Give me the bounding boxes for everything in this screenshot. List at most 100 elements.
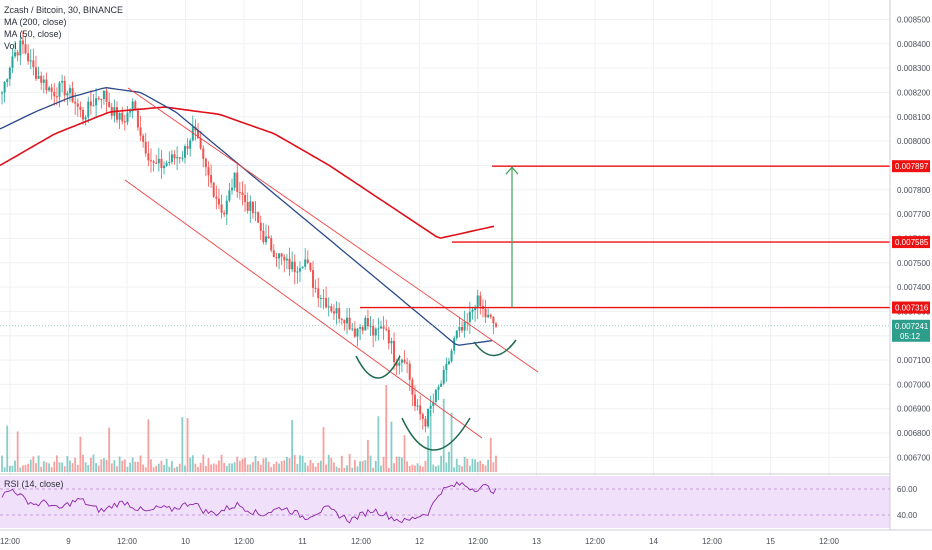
candle-body xyxy=(19,40,22,56)
candle-body xyxy=(189,140,192,149)
channel-upper xyxy=(127,87,539,373)
ma50-legend[interactable]: MA (50, close) xyxy=(4,29,62,39)
volume-bar xyxy=(398,456,401,472)
rsi-legend[interactable]: RSI (14, close) xyxy=(4,479,64,489)
y-tick-label: 0.006900 xyxy=(897,405,931,414)
candle-body xyxy=(476,295,479,308)
volume-bar xyxy=(283,460,286,472)
volume-bar xyxy=(6,425,9,472)
volume-bar xyxy=(267,461,270,472)
volume-bar xyxy=(204,465,207,472)
candle-body xyxy=(419,405,422,415)
candle-body xyxy=(335,308,338,314)
candle-body xyxy=(191,126,194,141)
candle-body xyxy=(231,187,234,191)
symbol-title[interactable]: Zcash / Bitcoin, 30, BINANCE xyxy=(4,5,124,15)
candle-body xyxy=(40,75,43,83)
volume-bar xyxy=(455,458,458,472)
volume-bar xyxy=(63,466,66,472)
candle-body xyxy=(183,146,186,158)
candle-body xyxy=(61,80,64,83)
volume-bar xyxy=(429,410,432,472)
volume-bar xyxy=(82,454,84,472)
volume-bar xyxy=(8,465,11,472)
candle-body xyxy=(262,230,265,243)
y-tick-label: 0.007500 xyxy=(897,259,931,268)
volume-bar xyxy=(408,465,411,472)
candle-body xyxy=(458,326,461,331)
volume-bar xyxy=(58,462,61,472)
candle-body xyxy=(489,314,492,317)
candle-body xyxy=(338,308,341,319)
candle-body xyxy=(291,261,294,270)
candle-body xyxy=(429,405,432,409)
candle-body xyxy=(361,327,364,331)
candle-body xyxy=(207,167,210,176)
level-tag xyxy=(892,160,930,173)
volume-bar xyxy=(220,454,223,472)
candle-body xyxy=(202,148,205,159)
candle-body xyxy=(471,309,474,312)
volume-bar xyxy=(1,455,3,472)
volume-bar xyxy=(14,460,16,472)
left-shoulder-arc xyxy=(355,355,401,379)
volume-bar xyxy=(252,461,254,472)
x-tick-label: 12:00 xyxy=(702,537,723,546)
volume-bar xyxy=(113,460,116,472)
candle-body xyxy=(3,82,6,93)
candle-body xyxy=(408,363,411,380)
candle-body xyxy=(442,369,445,384)
ma200-legend[interactable]: MA (200, close) xyxy=(4,17,67,27)
candle-body xyxy=(97,98,100,100)
candle-body xyxy=(228,190,231,201)
rsi-band xyxy=(0,476,890,528)
volume-bar xyxy=(259,464,262,472)
volume-bar xyxy=(468,465,471,472)
volume-bar xyxy=(157,463,160,472)
volume-bar xyxy=(48,463,50,472)
candle-body xyxy=(390,341,393,344)
volume-bar xyxy=(249,464,252,472)
volume-bar xyxy=(139,455,142,472)
volume-bar xyxy=(270,467,273,472)
volume-bar xyxy=(367,439,369,472)
volume-bar xyxy=(233,462,236,472)
volume-bar xyxy=(118,456,121,472)
candle-body xyxy=(84,117,87,120)
candle-body xyxy=(50,87,53,92)
volume-legend[interactable]: Vol xyxy=(4,41,17,51)
chart-legend: Zcash / Bitcoin, 30, BINANCE MA (200, cl… xyxy=(4,4,123,52)
x-tick-label: 12:00 xyxy=(234,537,255,546)
volume-bar xyxy=(346,465,348,472)
candle-body xyxy=(270,238,273,251)
volume-bar xyxy=(137,461,139,472)
volume-bar xyxy=(89,457,92,472)
ma200-line xyxy=(0,106,495,239)
volume-bar xyxy=(173,467,176,472)
y-tick-label: 0.008000 xyxy=(897,137,931,146)
candle-body xyxy=(21,40,24,45)
candle-body xyxy=(139,127,142,136)
volume-bar xyxy=(495,455,497,472)
candle-series xyxy=(1,31,497,433)
candle-body xyxy=(427,408,430,427)
volume-bar xyxy=(32,456,35,472)
volume-bar xyxy=(377,416,380,472)
volume-bar xyxy=(427,435,429,472)
candle-body xyxy=(259,222,262,231)
volume-bar xyxy=(369,455,372,472)
volume-bar xyxy=(296,463,299,472)
y-tick-label: 0.007800 xyxy=(897,186,931,195)
volume-bar xyxy=(401,457,403,472)
volume-bar xyxy=(309,459,312,472)
candle-body xyxy=(317,288,320,299)
volume-bar xyxy=(126,466,129,472)
volume-bar xyxy=(181,417,184,472)
candle-body xyxy=(293,261,296,273)
volume-bar xyxy=(411,464,414,472)
volume-bar xyxy=(330,457,333,472)
candle-body xyxy=(144,141,147,154)
candle-body xyxy=(63,80,66,96)
volume-bar xyxy=(134,461,137,472)
